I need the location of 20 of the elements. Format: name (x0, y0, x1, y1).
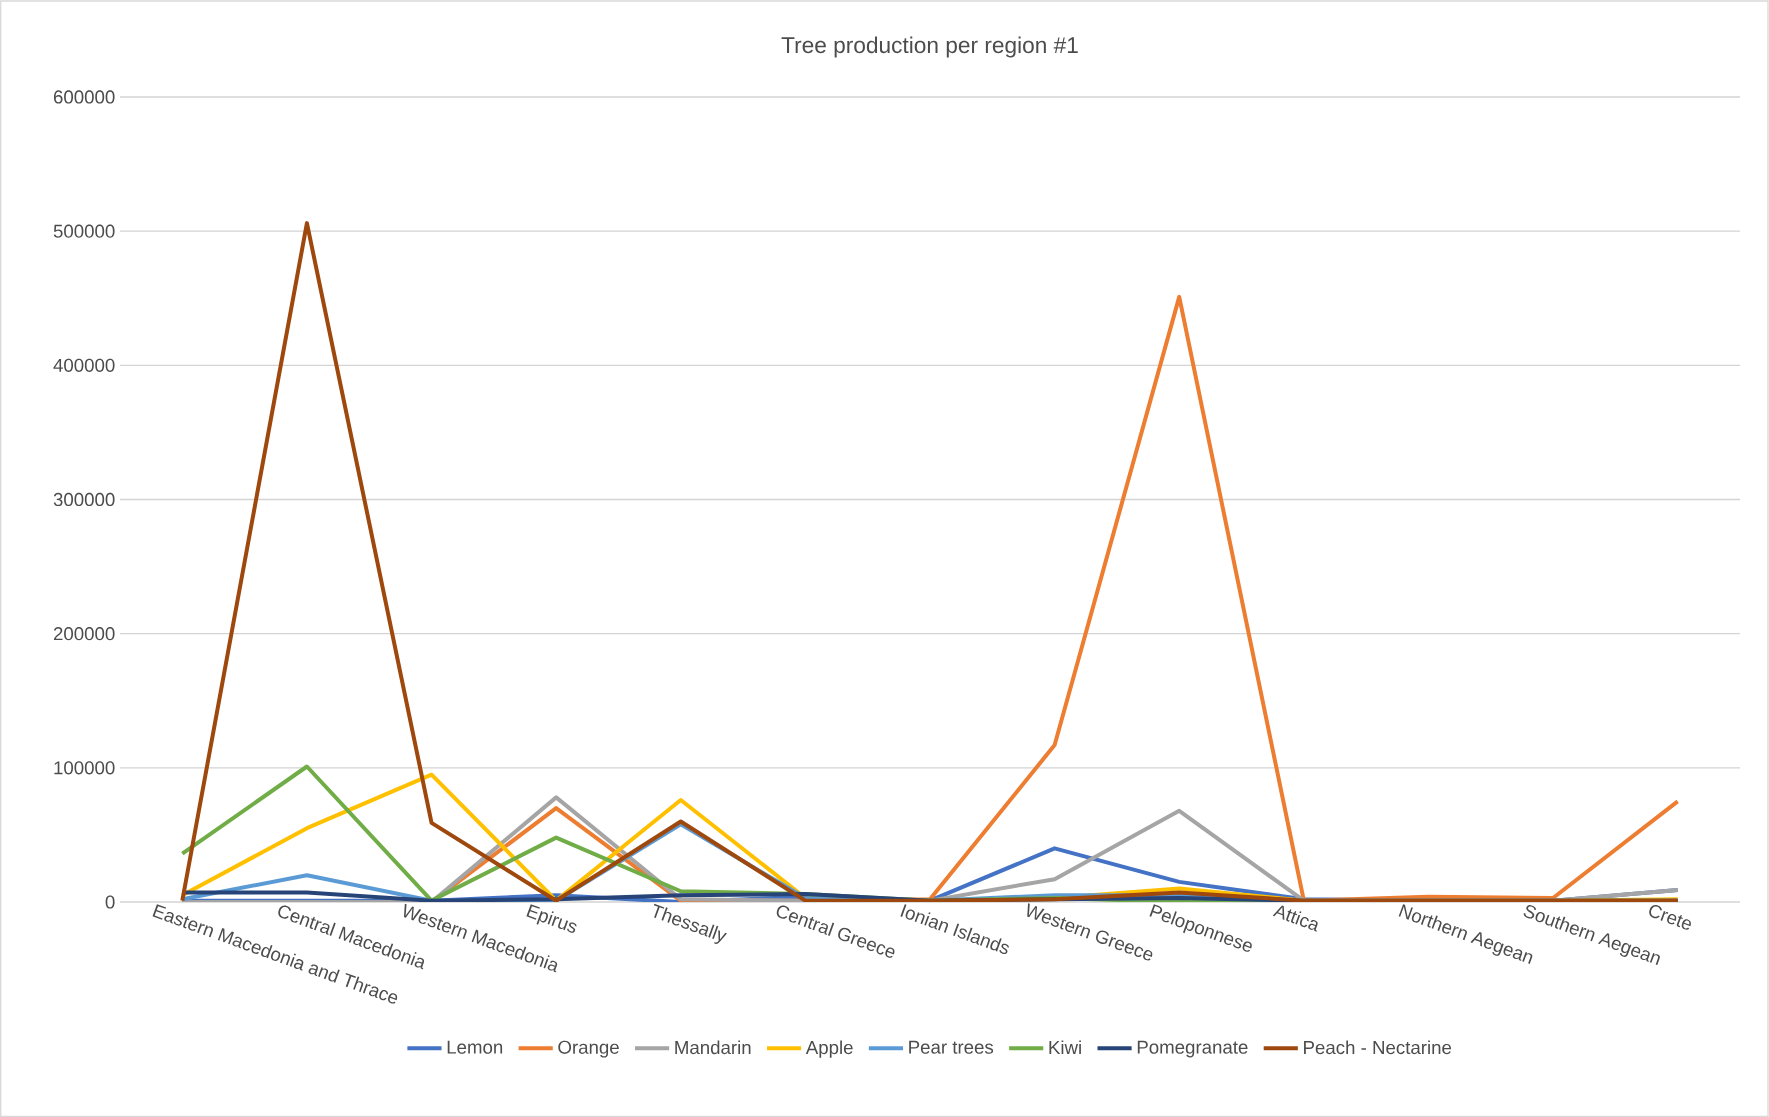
legend-label: Orange (558, 1040, 619, 1058)
x-tick-label: Central Greece (776, 905, 895, 958)
legend-label: Kiwi (1049, 1040, 1081, 1054)
x-tick-label: Attica (1272, 905, 1318, 932)
x-tick-label: Ionian Islands (900, 904, 1009, 955)
y-tick-label: 200000 (53, 627, 115, 641)
y-tick-label: 500000 (53, 224, 115, 238)
legend-label: Mandarin (675, 1040, 751, 1055)
legend-label: Apple (805, 1040, 853, 1058)
legend-label: Pear trees (909, 1040, 994, 1054)
chart-title: Tree production per region #1 (781, 36, 1078, 58)
y-tick-label: 400000 (53, 358, 115, 372)
y-tick-label: 600000 (53, 90, 115, 104)
x-tick-label: Crete (1649, 904, 1691, 930)
y-tick-label: 100000 (54, 761, 115, 775)
y-tick-label: 0 (105, 895, 115, 909)
y-tick-label: 300000 (53, 492, 115, 507)
legend-label: Pomegranate (1137, 1040, 1248, 1058)
legend-label: Lemon (447, 1040, 503, 1054)
legend-label: Peach - Nectarine (1304, 1040, 1452, 1055)
